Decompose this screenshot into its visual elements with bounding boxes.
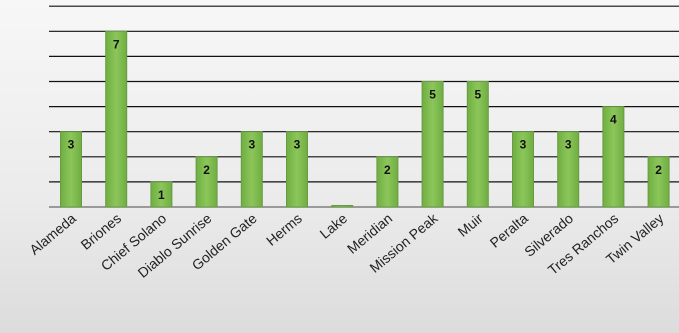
data-label: 2 bbox=[203, 163, 210, 177]
bar-golden-gate bbox=[240, 131, 263, 208]
data-label: 1 bbox=[158, 188, 165, 202]
data-label: 3 bbox=[68, 138, 75, 152]
gridlines bbox=[49, 5, 679, 208]
bar-alameda bbox=[60, 131, 82, 208]
data-label: 5 bbox=[429, 88, 436, 102]
bar-herms bbox=[286, 131, 308, 208]
data-label: 7 bbox=[113, 37, 120, 51]
bar-diablo-sunrise bbox=[195, 156, 218, 208]
data-label: 2 bbox=[384, 163, 391, 177]
bar-twin-valley bbox=[647, 156, 670, 208]
bar-meridian bbox=[376, 156, 399, 208]
tick-label: Muir bbox=[455, 210, 486, 240]
tick-label: Herms bbox=[263, 210, 305, 249]
data-labels: 3 7 1 2 3 3 2 5 5 3 3 4 2 bbox=[68, 37, 663, 202]
data-label: 3 bbox=[294, 138, 301, 152]
tick-label: Lake bbox=[317, 210, 351, 242]
bar-peralta bbox=[512, 131, 534, 208]
data-label: 3 bbox=[520, 138, 527, 152]
bar-silverado bbox=[557, 131, 580, 208]
bar-briones bbox=[105, 30, 128, 208]
bar-mission-peak bbox=[421, 81, 444, 208]
bar-chief-solano bbox=[150, 181, 173, 208]
data-label: 4 bbox=[610, 113, 617, 127]
data-label: 2 bbox=[655, 163, 662, 177]
bars bbox=[60, 30, 670, 208]
bar-tres-ranchos bbox=[602, 106, 625, 208]
data-label: 5 bbox=[474, 88, 481, 102]
tick-label: Alameda bbox=[26, 210, 79, 258]
data-label: 3 bbox=[248, 138, 255, 152]
data-label: 3 bbox=[565, 138, 572, 152]
bar-muir bbox=[466, 81, 489, 208]
bar-lake bbox=[331, 205, 354, 208]
